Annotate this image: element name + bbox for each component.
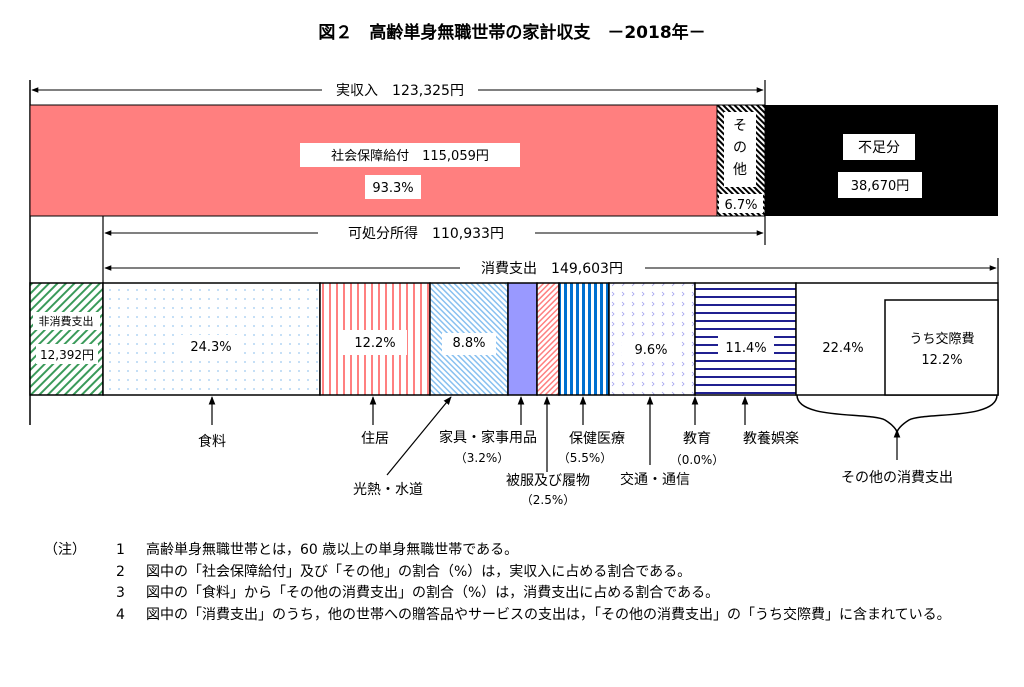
label-furniture: 家具・家事用品 [439,429,537,446]
non-consumption-amount: 12,392円 [40,348,94,362]
other-income-percent-box [719,194,763,213]
other-income-percent: 6.7% [724,198,757,213]
non-consumption-label: 非消費支出 [39,314,94,328]
social-security-label: 社会保障給付 115,059円 [331,148,489,164]
note-number: 1 [116,542,125,558]
other-income-label-box [724,112,756,187]
shortfall-label-box [843,134,915,160]
segment-medical [558,282,610,396]
other-income-label-char: 他 [733,162,747,178]
note-item: 2 図中の「社会保障給付」及び「その他」の割合（%）は，実収入に占める割合である… [44,562,1016,584]
recreation-percent-box [718,334,774,360]
food-percent: 24.3% [190,340,231,355]
label-other-consumption: その他の消費支出 [841,470,953,486]
notes-heading: （注） [44,542,86,558]
shortfall-amount-box [838,172,922,198]
shortfall-bar [765,105,998,216]
non-consumption-label-box [33,312,100,330]
social-security-percent-box [365,175,421,199]
label-utilities: 光熱・水道 [353,482,423,498]
diagram-title: 図２ 高齢単身無職世帯の家計収支 －2018年－ [318,22,705,43]
notes: （注） 1 高齢単身無職世帯とは，60 歳以上の単身無職世帯である。 2 図中の… [44,540,1016,626]
note-text: 高齢単身無職世帯とは，60 歳以上の単身無職世帯である。 [146,542,519,558]
housing-percent: 12.2% [354,336,395,351]
label-food: 食料 [198,433,226,450]
recreation-percent: 11.4% [725,341,766,356]
label-education-percent: （0.0%） [670,453,725,467]
consumption-label: 消費支出 149,603円 [481,261,623,277]
note-item: 3 図中の「食料」から「その他の消費支出」の割合（%）は，消費支出に占める割合で… [44,583,1016,605]
other-income-label-char: そ [733,118,747,134]
utilities-percent: 8.8% [452,336,485,351]
social-security-percent: 93.3% [372,181,413,196]
income-label: 実収入 123,325円 [336,83,464,99]
note-number: 4 [116,606,125,623]
segment-furniture [507,282,538,396]
shortfall-amount: 38,670円 [851,179,910,194]
note-text: 図中の「消費支出」のうち，他の世帯への贈答品やサービスの支出は，「その他の消費支… [146,606,951,623]
note-text: 図中の「社会保障給付」及び「その他」の割合（%）は，実収入に占める割合である。 [146,563,692,580]
shortfall-label: 不足分 [858,140,900,156]
segment-clothing [536,282,560,396]
label-recreation: 教養娯楽 [743,430,799,447]
other-consumption-brace [796,394,998,434]
other-income-label-char: の [733,140,747,156]
utilities-pointer [386,396,452,476]
label-education: 教育 [683,431,711,447]
social-security-label-box [300,143,520,167]
label-medical: 保健医療 [569,430,625,447]
non-consumption-amount-box [36,344,98,364]
label-clothing: 被服及び履物 [506,473,590,489]
non-consumption-segment [29,282,104,396]
disposable-income-label: 可処分所得 110,933円 [348,225,504,242]
label-furniture-percent: （3.2%） [455,451,510,465]
transport-percent-box [622,338,680,362]
label-transport: 交通・通信 [620,471,690,488]
note-item: （注） 1 高齢単身無職世帯とは，60 歳以上の単身無職世帯である。 [44,540,1016,562]
note-text: 図中の「食料」から「その他の消費支出」の割合（%）は，消費支出に占める割合である… [146,585,720,601]
note-item: 4 図中の「消費支出」のうち，他の世帯への贈答品やサービスの支出は，「その他の消… [44,605,1016,627]
transport-percent: 9.6% [634,343,667,358]
utilities-percent-box [442,333,496,355]
food-percent-box [180,335,242,357]
social-expenses-percent: 12.2% [921,353,962,368]
household-budget-diagram: 図２ 高齢単身無職世帯の家計収支 －2018年－ 実収入 123,325円 社会… [29,22,999,507]
label-medical-percent: （5.5%） [558,451,613,465]
note-number: 3 [116,585,125,601]
housing-percent-box [343,330,407,355]
social-expenses-label: うち交際費 [909,331,974,347]
segment-social-expenses [884,299,999,396]
label-housing: 住居 [361,431,389,447]
label-clothing-percent: （2.5%） [521,493,576,507]
other-consumption-percent: 22.4% [822,341,863,356]
note-number: 2 [116,563,125,580]
